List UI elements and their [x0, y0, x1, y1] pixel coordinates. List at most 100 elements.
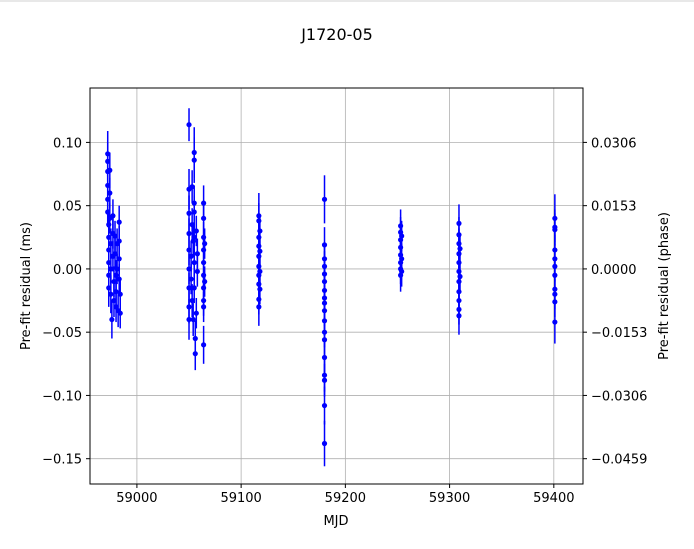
data-point: [202, 241, 208, 247]
x-axis-ticks: 59000 59100 59200 59300 59400: [116, 484, 574, 506]
data-point: [257, 228, 263, 234]
data-point: [552, 215, 558, 221]
data-point: [105, 209, 111, 215]
data-point: [321, 372, 328, 378]
data-point: [191, 209, 197, 215]
x-axis-label: MJD: [323, 514, 348, 529]
data-point: [191, 259, 197, 266]
data-point: [552, 256, 558, 262]
data-point: [256, 253, 262, 259]
data-point: [190, 316, 196, 323]
data-point: [113, 304, 119, 310]
x-tick-label: 59100: [220, 491, 261, 506]
data-point: [107, 167, 113, 173]
data-point: [193, 228, 199, 234]
data-point: [108, 291, 114, 297]
data-point: [108, 241, 114, 247]
data-point: [113, 272, 119, 278]
data-point: [456, 232, 462, 238]
data-point: [456, 297, 462, 304]
data-point: [194, 268, 200, 275]
data-point: [201, 304, 207, 310]
x-tick-label: 59000: [116, 491, 157, 506]
data-point: [321, 196, 328, 202]
data-point: [257, 248, 263, 254]
data-point: [117, 291, 123, 297]
data-point: [201, 285, 207, 291]
data-point: [552, 319, 558, 325]
data-point: [105, 182, 111, 189]
data-point: [456, 289, 462, 295]
data-point: [193, 310, 199, 316]
x-tick-label: 59400: [533, 491, 574, 506]
data-point: [256, 304, 262, 310]
data-point: [106, 247, 112, 253]
y-tick-label: −0.15: [42, 453, 82, 468]
y-tick-label: −0.10: [42, 389, 82, 404]
data-point: [186, 285, 192, 291]
y-right-tick-label: −0.0306: [591, 389, 647, 404]
data-point: [194, 251, 200, 257]
data-point: [201, 234, 207, 240]
data-point: [399, 233, 405, 239]
y-axis-label: Pre-fit residual (ms): [19, 222, 34, 350]
data-point: [186, 122, 192, 128]
data-point: [456, 241, 462, 247]
data-point: [321, 287, 328, 294]
data-point: [456, 313, 462, 319]
data-point: [321, 402, 328, 409]
data-point: [186, 210, 192, 216]
data-point: [105, 158, 111, 164]
data-point: [191, 200, 197, 206]
y-tick-label: 0.10: [53, 136, 82, 151]
data-point: [201, 342, 207, 348]
data-point: [186, 247, 192, 253]
data-point: [256, 213, 262, 219]
data-point: [321, 377, 328, 383]
data-point: [321, 440, 328, 447]
data-point: [321, 318, 328, 324]
data-point: [107, 190, 113, 196]
y-tick-label: −0.05: [42, 326, 82, 341]
data-point: [189, 297, 195, 304]
y-right-tick-label: 0.0153: [591, 200, 637, 215]
data-point: [192, 351, 198, 357]
y-right-axis-label: Pre-fit residual (phase): [657, 212, 672, 360]
data-point: [106, 259, 112, 266]
plot-frame: [89, 87, 584, 485]
data-point: [201, 259, 207, 266]
data-point: [321, 271, 328, 277]
data-point: [552, 299, 558, 305]
data-point: [116, 276, 122, 282]
data-point: [552, 286, 558, 292]
data-point: [321, 263, 328, 269]
data-point: [321, 308, 328, 314]
data-point: [321, 242, 328, 248]
data-point: [114, 266, 120, 272]
data-point: [113, 289, 119, 295]
data-point: [399, 256, 405, 262]
window-top-border: [0, 0, 694, 2]
data-point: [456, 306, 462, 313]
data-point: [189, 222, 195, 228]
data-point: [321, 329, 328, 335]
data-point: [105, 196, 111, 202]
data-point: [257, 268, 263, 275]
data-point: [552, 227, 558, 233]
data-point: [112, 233, 118, 239]
x-tick-label: 59200: [325, 491, 366, 506]
y-right-axis-ticks: 0.0306 0.0153 0.0000 −0.0153 −0.0306 −0.0459: [583, 136, 647, 468]
data-point: [111, 278, 117, 285]
data-point: [456, 251, 462, 257]
data-point: [117, 310, 123, 316]
data-point: [191, 234, 197, 240]
data-point: [456, 268, 462, 275]
data-point: [106, 272, 112, 278]
data-point: [186, 316, 192, 323]
data-point: [188, 253, 194, 259]
data-point: [256, 296, 262, 302]
data-point: [201, 272, 207, 278]
chart-title: J1720-05: [300, 25, 373, 44]
data-point: [552, 247, 558, 253]
